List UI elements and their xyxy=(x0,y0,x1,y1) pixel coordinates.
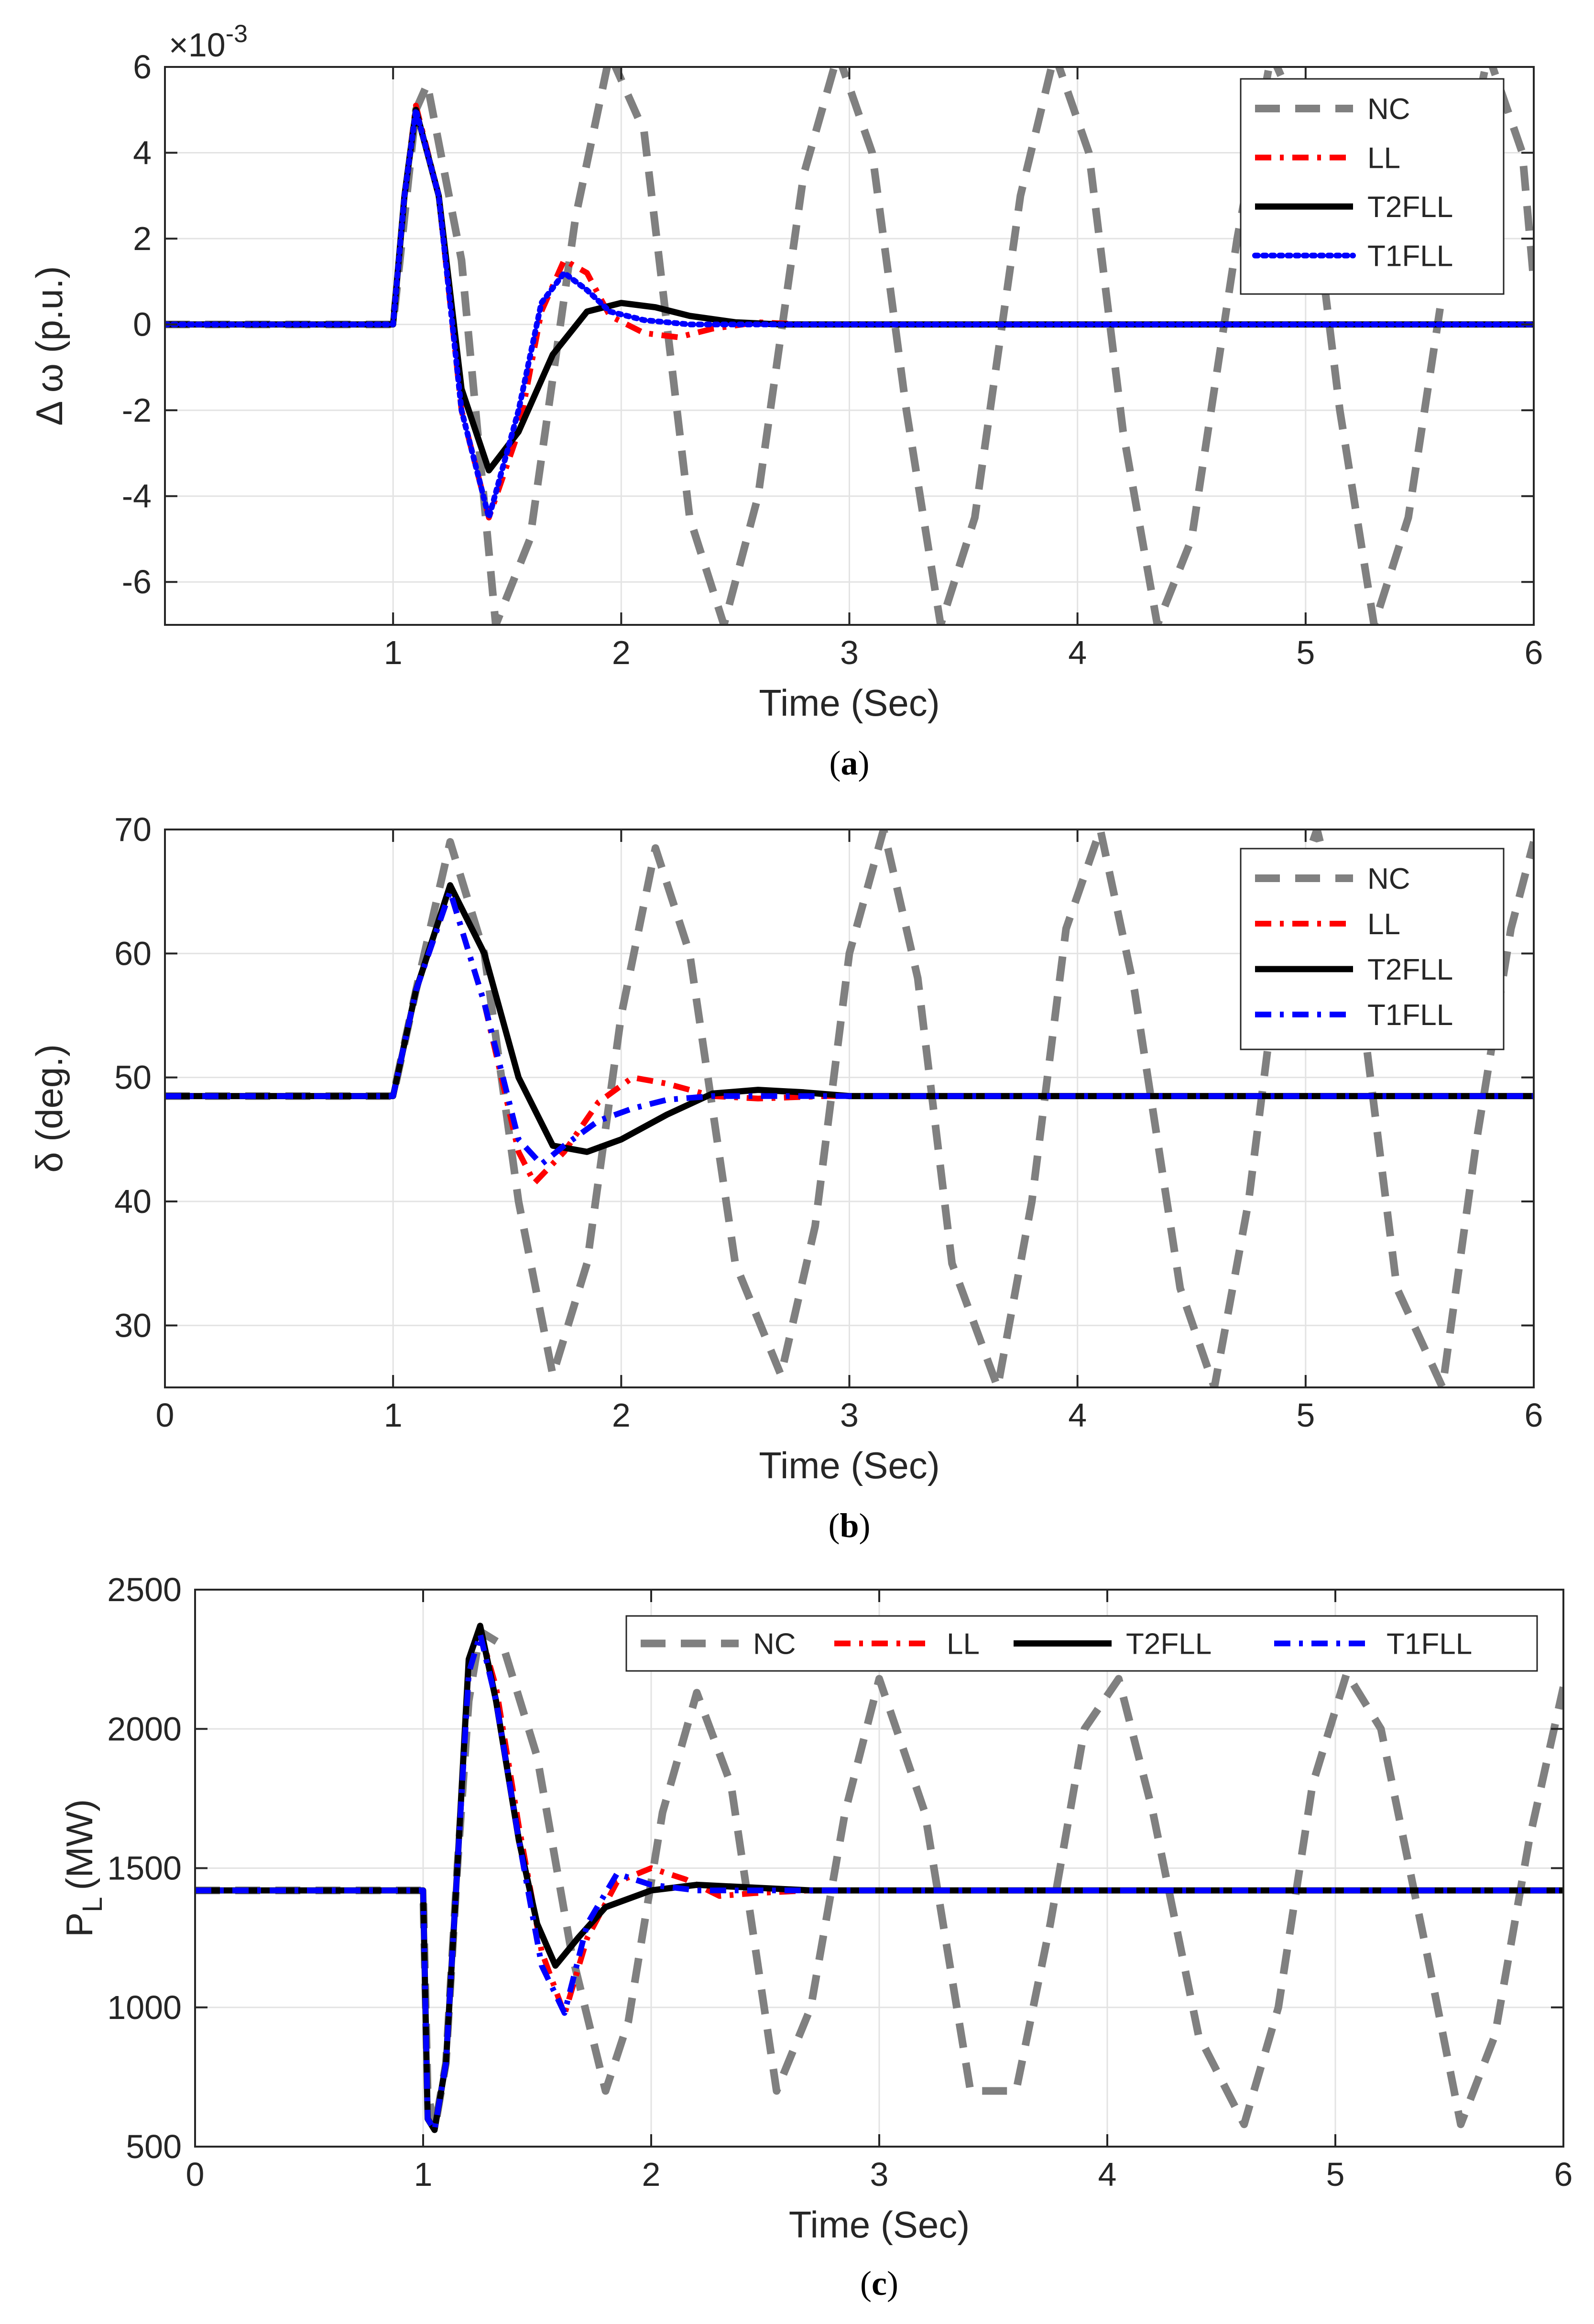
subfigure-caption: (b) xyxy=(828,1506,870,1545)
exponent-base: ×10 xyxy=(169,26,226,64)
x-tick-label: 4 xyxy=(1068,634,1087,671)
x-tick-label: 1 xyxy=(384,1397,403,1434)
x-tick-label: 4 xyxy=(1068,1397,1087,1434)
y-axis-label: δ (deg.) xyxy=(28,1044,70,1173)
y-tick-label: 1000 xyxy=(107,1989,182,2026)
y-tick-label: 1500 xyxy=(107,1850,182,1887)
x-axis-label: Time (Sec) xyxy=(759,682,939,724)
series-line-ll xyxy=(165,888,1534,1186)
y-tick-label: 50 xyxy=(114,1059,152,1096)
x-tick-label: 6 xyxy=(1525,634,1543,671)
caption-letter: a xyxy=(841,744,858,782)
series-line-nc xyxy=(165,829,1534,1387)
caption-open-paren: ( xyxy=(860,2264,872,2302)
x-tick-label: 3 xyxy=(870,2156,889,2193)
y-tick-label: 6 xyxy=(133,48,152,86)
y-tick-label: 60 xyxy=(114,935,152,972)
series-group xyxy=(195,1623,1563,2134)
y-axis-label: PL (MW) xyxy=(58,1799,108,1937)
x-tick-label: 3 xyxy=(840,634,859,671)
exponent-label: ×10-3 xyxy=(169,20,248,64)
y-tick-label: -4 xyxy=(122,478,152,515)
caption-close-paren: ) xyxy=(858,744,870,782)
legend-label-nc: NC xyxy=(1367,93,1410,126)
y-axis-label: Δ ω (p.u.) xyxy=(28,266,70,426)
legend-label-ll: LL xyxy=(947,1628,980,1661)
caption-close-paren: ) xyxy=(859,1506,871,1545)
series-line-t1fll xyxy=(165,107,1534,521)
series-line-t2fll xyxy=(195,1623,1563,2133)
legend-label-t2fll: T2FLL xyxy=(1126,1628,1212,1661)
caption-open-paren: ( xyxy=(828,1506,840,1545)
y-tick-label: 2000 xyxy=(107,1710,182,1747)
y-axis-label-main: P xyxy=(58,1912,100,1937)
y-tick-label: 70 xyxy=(114,811,152,848)
x-axis-label: Time (Sec) xyxy=(759,1444,939,1486)
legend-label-ll: LL xyxy=(1367,142,1400,175)
x-tick-label: 1 xyxy=(384,634,403,671)
y-tick-label: 40 xyxy=(114,1183,152,1220)
y-tick-label: -2 xyxy=(122,392,152,429)
x-tick-label: 5 xyxy=(1296,634,1315,671)
legend-label-ll: LL xyxy=(1367,908,1400,941)
x-tick-label: 5 xyxy=(1326,2156,1345,2193)
legend-label-t2fll: T2FLL xyxy=(1367,953,1453,986)
legend-label-t1fll: T1FLL xyxy=(1367,999,1453,1032)
caption-letter: b xyxy=(840,1506,859,1545)
x-tick-label: 6 xyxy=(1525,1397,1543,1434)
y-tick-label: 0 xyxy=(133,306,152,343)
legend: NC LL T2FLL T1FLL xyxy=(625,1615,1538,1672)
series-line-nc xyxy=(195,1627,1563,2134)
panel-b: 0 1 2 3 4 5 6 70 60 50 40 30 Time (Sec) δ (deg.) NC LL T… xyxy=(28,811,1543,1545)
exponent-power: -3 xyxy=(226,20,248,48)
subfigure-caption: (c) xyxy=(860,2264,898,2302)
legend-label-nc: NC xyxy=(753,1628,796,1661)
x-tick-label: 4 xyxy=(1098,2156,1117,2193)
y-axis-label-sub: L xyxy=(77,1897,108,1912)
x-tick-label: 6 xyxy=(1554,2156,1573,2193)
y-tick-label: 500 xyxy=(126,2128,182,2165)
legend: NC LL T2FLL T1FLL xyxy=(1240,78,1505,295)
x-tick-label: 1 xyxy=(414,2156,433,2193)
x-tick-label: 0 xyxy=(156,1397,175,1434)
x-axis-label: Time (Sec) xyxy=(789,2204,970,2246)
x-tick-label: 5 xyxy=(1296,1397,1315,1434)
legend: NC LL T2FLL T1FLL xyxy=(1240,848,1505,1050)
y-tick-label: -6 xyxy=(122,563,152,600)
series-group xyxy=(165,67,1534,625)
legend-label-t1fll: T1FLL xyxy=(1387,1628,1472,1661)
subfigure-caption: (a) xyxy=(830,744,870,782)
legend-label-nc: NC xyxy=(1367,862,1410,895)
caption-close-paren: ) xyxy=(887,2264,898,2302)
legend-label-t1fll: T1FLL xyxy=(1367,240,1453,273)
legend-box xyxy=(1240,78,1505,295)
panel-a: 1 2 3 4 5 6 6 4 2 0 -2 -4 -6 ×10-3 Time (Sec) Δ ω (p.u.… xyxy=(28,20,1543,782)
x-tick-label: 3 xyxy=(840,1397,859,1434)
series-group xyxy=(165,829,1534,1387)
x-tick-label: 0 xyxy=(186,2156,205,2193)
x-tick-label: 2 xyxy=(612,634,631,671)
y-tick-label: 2500 xyxy=(107,1571,182,1608)
series-line-t1fll xyxy=(195,1631,1563,2133)
panel-c: 0 1 2 3 4 5 6 2500 2000 1500 1000 500 Time (Sec) PL (M… xyxy=(58,1571,1572,2302)
y-tick-label: 2 xyxy=(133,220,152,257)
legend-label-t2fll: T2FLL xyxy=(1367,191,1453,224)
caption-letter: c xyxy=(872,2264,887,2302)
y-tick-label: 30 xyxy=(114,1307,152,1344)
caption-open-paren: ( xyxy=(830,744,841,782)
y-axis-label-unit: (MW) xyxy=(58,1799,100,1890)
x-tick-label: 2 xyxy=(642,2156,661,2193)
legend-box xyxy=(1240,848,1505,1050)
series-line-t1fll xyxy=(165,888,1534,1167)
x-tick-label: 2 xyxy=(612,1397,631,1434)
y-tick-label: 4 xyxy=(133,134,152,172)
